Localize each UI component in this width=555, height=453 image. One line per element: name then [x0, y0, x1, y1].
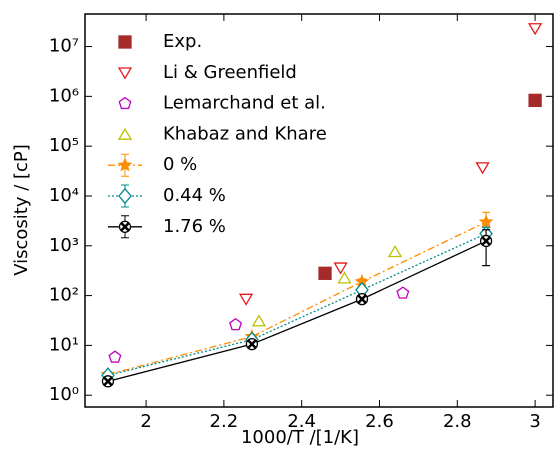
- legend-label: 0.44 %: [163, 185, 226, 206]
- marker-part: [247, 339, 257, 350]
- x-tick-label: 2.4: [287, 411, 316, 432]
- marker: [475, 162, 490, 175]
- marker: [479, 234, 493, 248]
- y-tick-label: 10⁰: [49, 384, 79, 405]
- marker: [251, 314, 267, 327]
- marker: [118, 96, 132, 110]
- x-tick-label: 3: [529, 411, 540, 432]
- marker: [118, 35, 132, 49]
- x-tick-label: 2: [140, 411, 151, 432]
- legend-label: 0 %: [163, 154, 197, 175]
- marker: [118, 187, 132, 205]
- marker: [396, 286, 410, 299]
- series-line: [107, 240, 487, 382]
- legend-label: Li & Greenfield: [163, 62, 297, 83]
- marker: [238, 293, 254, 306]
- marker: [528, 93, 542, 108]
- marker: [387, 245, 403, 258]
- marker-part: [357, 294, 367, 304]
- y-tick-label: 10⁴: [49, 185, 79, 206]
- legend-label: 1.76 %: [163, 216, 226, 237]
- series-line: [107, 233, 487, 377]
- marker: [318, 266, 332, 280]
- y-tick-label: 10⁵: [49, 135, 79, 156]
- marker: [245, 337, 259, 351]
- marker: [108, 350, 122, 363]
- legend-label: Khabaz and Khare: [163, 123, 327, 144]
- x-tick-label: 2.2: [210, 411, 239, 432]
- marker: [117, 67, 133, 80]
- legend-label: Lemarchand et al.: [163, 93, 326, 114]
- marker: [117, 127, 133, 140]
- marker-part: [481, 236, 491, 246]
- marker: [333, 262, 348, 275]
- marker: [337, 271, 352, 284]
- marker: [117, 157, 133, 172]
- marker-part: [103, 376, 113, 387]
- marker-part: [120, 221, 130, 232]
- marker: [527, 23, 543, 36]
- legend-label: Exp.: [163, 31, 202, 52]
- series-line: [107, 221, 487, 376]
- marker: [101, 375, 115, 388]
- marker: [355, 292, 369, 306]
- x-axis-label: 1000/T /[1/K]: [241, 427, 359, 448]
- y-tick-label: 10³: [49, 235, 79, 256]
- marker: [229, 317, 243, 331]
- y-axis-label: Viscosity / [cP]: [11, 144, 32, 276]
- y-tick-label: 10⁷: [49, 36, 79, 57]
- marker: [118, 220, 132, 233]
- x-tick-label: 2.6: [365, 411, 394, 432]
- y-tick-label: 10²: [49, 285, 79, 306]
- plot-frame: [84, 13, 554, 408]
- marker: [478, 214, 494, 229]
- x-tick-label: 2.8: [443, 411, 472, 432]
- y-tick-label: 10¹: [49, 334, 79, 355]
- y-tick-label: 10⁶: [49, 85, 79, 106]
